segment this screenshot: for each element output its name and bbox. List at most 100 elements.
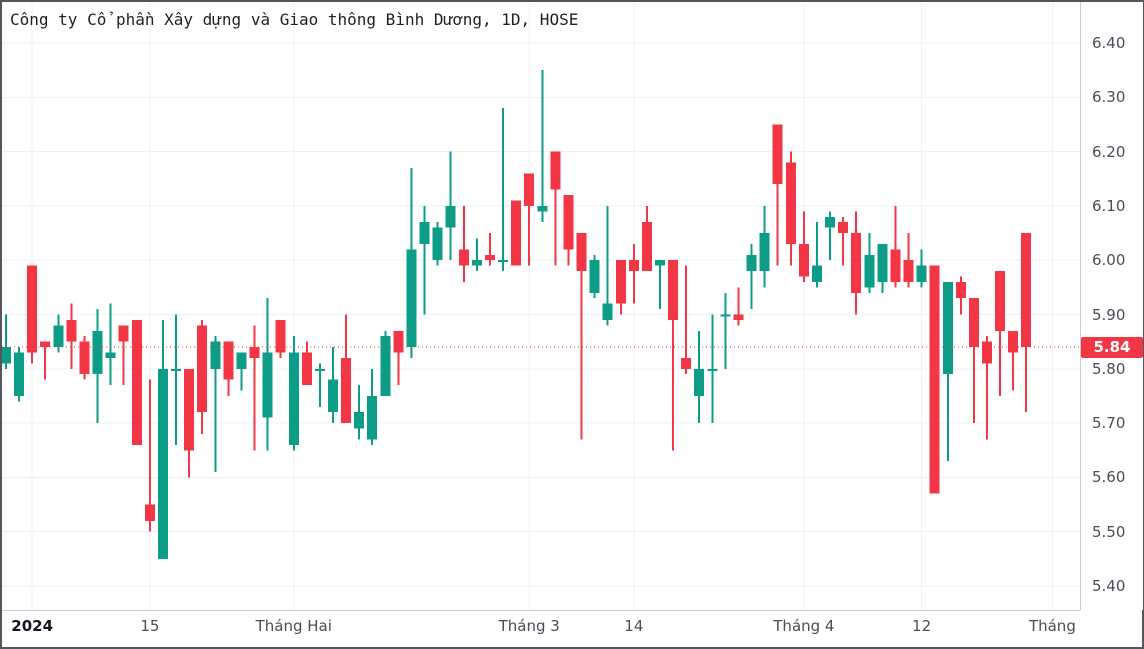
candle[interactable]: [903, 233, 914, 288]
candle[interactable]: [184, 368, 195, 478]
candle[interactable]: [249, 325, 260, 451]
candle[interactable]: [524, 173, 535, 266]
candle-wick: [894, 205, 897, 288]
candle[interactable]: [681, 265, 692, 375]
candle[interactable]: [498, 108, 509, 272]
candle[interactable]: [236, 352, 247, 391]
candle[interactable]: [144, 379, 155, 532]
candle[interactable]: [171, 314, 182, 445]
candle[interactable]: [628, 243, 639, 304]
candle[interactable]: [157, 319, 168, 559]
candle-body: [314, 368, 325, 371]
candle[interactable]: [53, 314, 64, 353]
candle[interactable]: [851, 211, 862, 315]
candle[interactable]: [301, 341, 312, 386]
candle[interactable]: [105, 303, 116, 386]
candlestick-chart[interactable]: [2, 2, 1080, 610]
candle[interactable]: [380, 330, 391, 396]
candle[interactable]: [668, 260, 679, 451]
candle[interactable]: [484, 233, 495, 266]
candle[interactable]: [314, 363, 325, 407]
candle[interactable]: [916, 249, 927, 288]
candle[interactable]: [1021, 233, 1032, 413]
candle[interactable]: [1008, 330, 1019, 391]
candle[interactable]: [655, 260, 665, 310]
candle-body: [210, 341, 221, 369]
candle[interactable]: [367, 368, 378, 445]
candle[interactable]: [210, 336, 221, 472]
candle[interactable]: [79, 336, 90, 380]
candle[interactable]: [40, 341, 51, 380]
candle[interactable]: [458, 205, 469, 282]
candle[interactable]: [589, 254, 600, 299]
candle[interactable]: [2, 314, 11, 369]
time-tick-label: 15: [140, 617, 160, 635]
candle[interactable]: [968, 298, 979, 424]
candle[interactable]: [419, 205, 430, 315]
candle[interactable]: [929, 265, 940, 494]
time-axis[interactable]: 2024 15 Tháng Hai Tháng 3 14 Tháng 4 12 Tháng: [2, 610, 1080, 644]
price-axis[interactable]: 5.84 6.40 6.30 6.20 6.10 6.00 5.90 5.80 5.70 5.6…: [1080, 2, 1143, 610]
candle[interactable]: [14, 347, 25, 402]
candle[interactable]: [131, 319, 142, 445]
candle[interactable]: [275, 319, 286, 358]
candle[interactable]: [354, 385, 365, 440]
candle[interactable]: [707, 314, 718, 424]
candle[interactable]: [825, 211, 836, 261]
candle[interactable]: [262, 298, 273, 451]
candle[interactable]: [223, 341, 234, 396]
candle-wick: [541, 70, 544, 223]
candle[interactable]: [942, 281, 953, 462]
candle-body: [79, 341, 90, 375]
candle[interactable]: [602, 205, 613, 326]
candle[interactable]: [982, 336, 992, 440]
candle[interactable]: [537, 70, 548, 223]
candle-body: [524, 173, 535, 206]
candle-body: [171, 368, 182, 371]
candle[interactable]: [877, 243, 888, 293]
candle[interactable]: [288, 336, 299, 451]
candle-wick: [214, 336, 217, 472]
candle[interactable]: [471, 238, 482, 272]
candle[interactable]: [733, 287, 744, 326]
candle-body: [655, 260, 665, 266]
candle[interactable]: [890, 205, 901, 288]
candle[interactable]: [118, 325, 129, 386]
candle[interactable]: [27, 265, 38, 364]
candle[interactable]: [995, 271, 1006, 396]
candle[interactable]: [864, 233, 875, 293]
candle[interactable]: [838, 216, 849, 266]
candle[interactable]: [759, 205, 770, 288]
candle[interactable]: [785, 151, 796, 266]
candle-body: [615, 260, 626, 304]
candle-body: [262, 352, 273, 418]
candle[interactable]: [341, 314, 352, 424]
candle[interactable]: [66, 303, 77, 369]
candle[interactable]: [720, 292, 731, 369]
candle[interactable]: [563, 195, 574, 266]
candle[interactable]: [811, 222, 822, 288]
candle[interactable]: [694, 330, 705, 424]
candle[interactable]: [328, 347, 338, 424]
candle-wick: [397, 330, 400, 386]
candle[interactable]: [432, 222, 443, 266]
candle[interactable]: [772, 124, 783, 266]
candle-body: [288, 352, 299, 445]
candle[interactable]: [197, 319, 208, 434]
candle[interactable]: [511, 200, 522, 266]
candle[interactable]: [445, 151, 456, 261]
grid-lines: [2, 2, 1080, 610]
candle-body: [811, 265, 822, 282]
candle[interactable]: [615, 260, 626, 315]
candle[interactable]: [550, 151, 561, 266]
chart-plot-area[interactable]: Công ty Cổ phần Xây dựng và Giao thông B…: [2, 2, 1080, 610]
candle[interactable]: [576, 233, 587, 440]
candle[interactable]: [746, 243, 757, 310]
candle[interactable]: [641, 205, 652, 272]
candle[interactable]: [92, 309, 103, 424]
candle[interactable]: [955, 276, 966, 315]
candle[interactable]: [406, 167, 417, 358]
candle[interactable]: [798, 211, 809, 282]
candle-body: [942, 281, 953, 375]
candle[interactable]: [393, 330, 404, 386]
